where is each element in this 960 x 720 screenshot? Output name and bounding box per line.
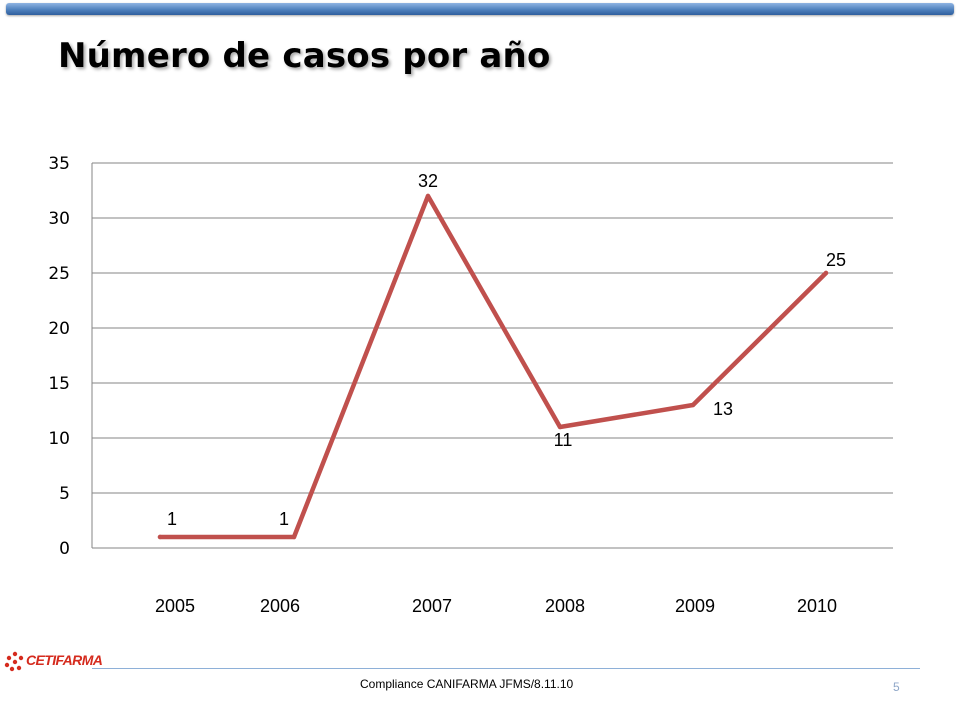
data-point [157,534,163,540]
footer-text: Compliance CANIFARMA JFMS/8.11.10 [360,677,574,691]
x-tick-label: 2010 [797,596,837,616]
x-tick-label: 2005 [155,596,195,616]
data-label: 1 [279,509,289,529]
data-point [557,424,563,430]
y-tick-label: 25 [48,264,70,284]
series-line [157,193,829,540]
logo-mark-icon [4,651,24,672]
slide-title: Número de casos por año [58,36,551,76]
data-label: 1 [167,509,177,529]
y-tick-label: 5 [59,484,70,504]
y-tick-label: 30 [48,209,70,229]
data-point [291,534,297,540]
x-tick-label: 2006 [260,596,300,616]
data-label: 11 [554,430,573,450]
cetifarma-logo: CETIFARMA [4,648,103,678]
data-point [425,193,431,199]
y-tick-label: 0 [59,539,70,559]
data-point [823,270,829,276]
page-number: 5 [893,680,900,694]
y-tick-label: 10 [48,429,70,449]
footer-divider [92,668,920,669]
data-label: 32 [418,171,438,191]
logo-text: CETIFARMA [26,652,103,668]
data-label: 25 [826,250,846,270]
data-label: 13 [713,399,733,419]
y-tick-label: 20 [48,319,70,339]
x-tick-label: 2007 [412,596,452,616]
x-tick-label: 2008 [545,596,585,616]
x-tick-label: 2009 [675,596,715,616]
top-accent-bar [6,3,954,15]
y-tick-label: 35 [48,154,70,174]
y-tick-label: 15 [48,374,70,394]
data-point [690,402,696,408]
